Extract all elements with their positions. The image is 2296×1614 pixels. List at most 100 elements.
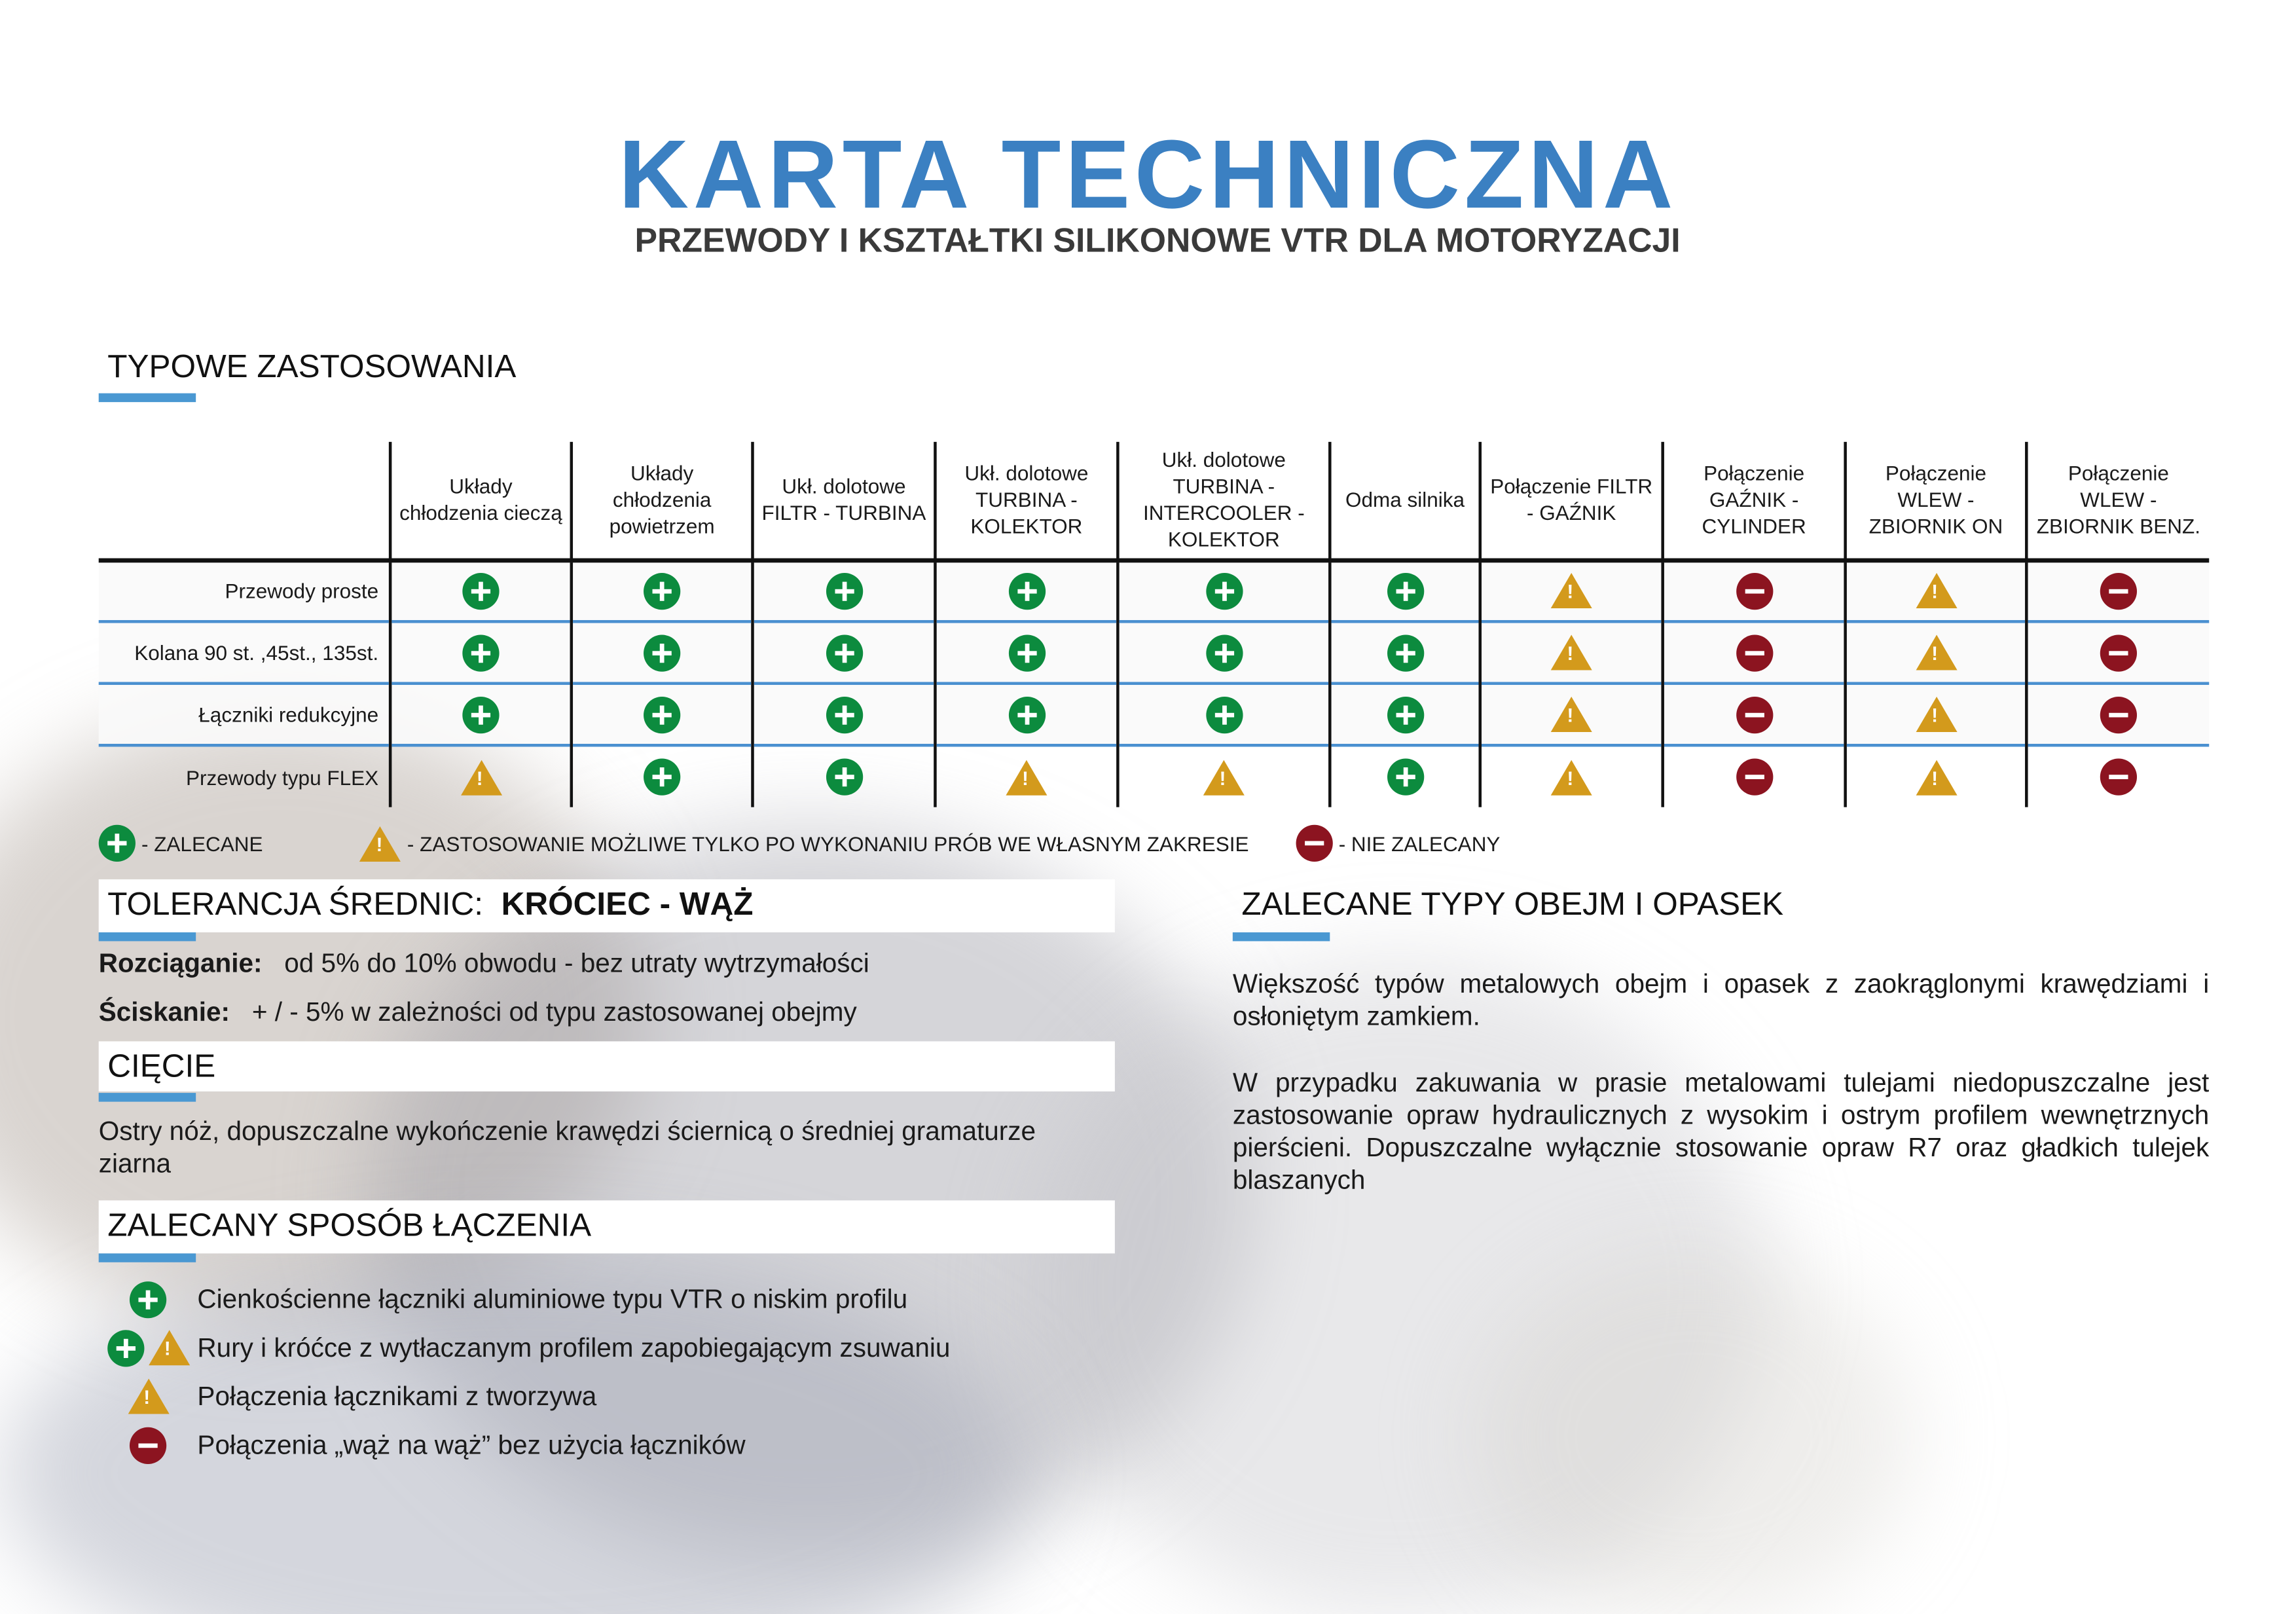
table-cell xyxy=(388,621,572,684)
joining-heading: ZALECANY SPOSÓB ŁĄCZENIA xyxy=(98,1200,1115,1254)
warning-icon xyxy=(460,759,501,795)
column-header: Odma silnika xyxy=(1328,441,1480,560)
table-row: Łączniki redukcyjne xyxy=(98,683,2210,746)
legend-warning: - ZASTOSOWANIE MOŻLIWE TYLKO PO WYKONANI… xyxy=(407,831,1249,855)
table-row: Przewody typu FLEX xyxy=(99,745,2210,807)
item-icons xyxy=(99,1427,198,1465)
table-cell xyxy=(751,621,936,684)
table-cell xyxy=(1116,683,1330,746)
clamps-text-1: Większość typów metalowych obejm i opase… xyxy=(1232,969,2210,1031)
minus-icon xyxy=(2100,758,2138,796)
warning-icon xyxy=(1550,573,1592,609)
minus-icon xyxy=(2100,572,2138,610)
table-cell xyxy=(934,745,1118,807)
warning-icon xyxy=(1550,759,1592,795)
item-text: Cienkościenne łączniki aluminiowe typu V… xyxy=(197,1284,908,1314)
section-bar xyxy=(98,1093,196,1102)
warning-icon xyxy=(1915,573,1957,609)
section-bar xyxy=(1232,932,1330,942)
table-cell xyxy=(1328,621,1480,684)
section-bar xyxy=(98,1253,196,1262)
warning-icon xyxy=(359,825,401,861)
table-cell xyxy=(1478,683,1663,746)
legend-not-recommended: - NIE ZALECANY xyxy=(1338,831,1501,855)
cutting-text: Ostry nóż, dopuszczalne wykończenie kraw… xyxy=(98,1116,1036,1179)
table-cell xyxy=(1478,559,1663,622)
table-row: Przewody proste xyxy=(98,559,2210,622)
column-header: Układy chłodzenia cieczą xyxy=(388,441,572,560)
warning-icon xyxy=(1915,697,1957,733)
warning-icon xyxy=(1915,634,1957,670)
table-cell xyxy=(1328,745,1480,807)
page-subtitle: PRZEWODY I KSZTAŁTKI SILIKONOWE VTR DLA … xyxy=(634,221,1681,259)
table-cell xyxy=(1661,683,1846,746)
table-cell xyxy=(751,559,936,622)
table-cell xyxy=(388,745,572,807)
plus-icon xyxy=(1205,695,1243,733)
column-header: Układy chłodzenia powietrzem xyxy=(570,441,753,560)
minus-icon xyxy=(1296,824,1333,862)
table-cell xyxy=(934,683,1118,746)
minus-icon xyxy=(1736,572,1773,610)
item-icons xyxy=(99,1281,198,1319)
table-cell xyxy=(751,745,936,807)
list-item: Cienkościenne łączniki aluminiowe typu V… xyxy=(99,1281,908,1319)
item-text: Połączenia „wąż na wąż” bez użycia łączn… xyxy=(197,1430,746,1460)
list-item: Rury i króćce z wytłaczanym profilem zap… xyxy=(99,1330,951,1367)
item-text: Rury i króćce z wytłaczanym profilem zap… xyxy=(197,1332,951,1363)
clamps-text-2: W przypadku zakuwania w prasie metalowam… xyxy=(1232,1067,2210,1195)
row-label: Łączniki redukcyjne xyxy=(198,703,379,727)
warning-icon xyxy=(1550,697,1592,733)
clamps-heading: ZALECANE TYPY OBEJM I OPASEK xyxy=(1241,885,1784,923)
column-header: Połączenie FILTR - GAŹNIK xyxy=(1478,441,1663,560)
table-cell xyxy=(570,621,753,684)
table-cell xyxy=(570,745,753,807)
tolerance-heading-text: TOLERANCJA ŚREDNIC: xyxy=(107,885,484,923)
stretch-text: od 5% do 10% obwodu - bez utraty wytrzym… xyxy=(284,948,869,978)
table-cell xyxy=(1328,559,1480,622)
table-cell xyxy=(1844,745,2027,807)
section-bar xyxy=(98,932,196,942)
minus-icon xyxy=(2100,695,2138,733)
squeeze-text: + / - 5% w zależności od typu zastosowan… xyxy=(251,997,857,1027)
plus-icon xyxy=(644,634,681,671)
list-item: Połączenia łącznikami z tworzywa xyxy=(99,1378,596,1414)
tolerance-heading: TOLERANCJA ŚREDNIC: KRÓCIEC - WĄŻ xyxy=(98,879,1115,932)
column-header: Ukł. dolotowe TURBINA - INTERCOOLER - KO… xyxy=(1116,441,1330,560)
tolerance-heading-bold: KRÓCIEC - WĄŻ xyxy=(501,885,754,923)
warning-icon xyxy=(1203,759,1245,795)
plus-icon xyxy=(644,695,681,733)
stretch-label: Rozciąganie: xyxy=(98,948,263,978)
plus-icon xyxy=(1205,572,1243,610)
warning-icon xyxy=(148,1330,190,1366)
table-cell xyxy=(2025,621,2210,684)
plus-icon xyxy=(1386,695,1424,733)
table-cell xyxy=(570,683,753,746)
table-cell xyxy=(1661,621,1846,684)
minus-icon xyxy=(1736,758,1773,796)
table-cell xyxy=(1844,683,2027,746)
plus-icon xyxy=(462,572,500,610)
table-cell xyxy=(934,559,1118,622)
row-label: Przewody proste xyxy=(225,579,379,603)
plus-icon xyxy=(1386,572,1424,610)
plus-icon xyxy=(1386,758,1424,796)
legend-recommended: - ZALECANE xyxy=(141,831,263,855)
warning-icon xyxy=(127,1378,169,1414)
column-header: Połączenie GAŹNIK - CYLINDER xyxy=(1661,441,1846,560)
table-row: Kolana 90 st. ,45st., 135st. xyxy=(98,621,2210,684)
plus-icon xyxy=(1205,634,1243,671)
plus-icon xyxy=(129,1281,167,1319)
table-cell xyxy=(1844,621,2027,684)
plus-icon xyxy=(107,1330,144,1367)
table-cell xyxy=(751,683,936,746)
plus-icon xyxy=(1008,695,1046,733)
column-header: Połączenie WLEW - ZBIORNIK ON xyxy=(1844,441,2027,560)
warning-icon xyxy=(1006,759,1048,795)
column-header: Ukł. dolotowe FILTR - TURBINA xyxy=(751,441,936,560)
plus-icon xyxy=(462,634,500,671)
table-cell xyxy=(1844,559,2027,622)
table-cell xyxy=(2025,683,2210,746)
applications-heading: TYPOWE ZASTOSOWANIA xyxy=(107,347,517,385)
